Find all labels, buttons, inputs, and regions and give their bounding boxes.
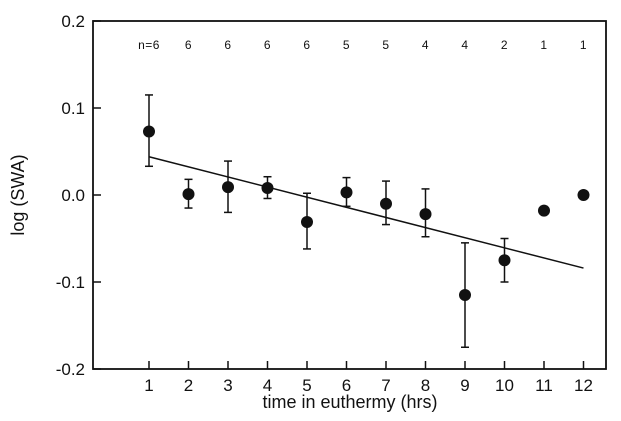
data-point: [419, 208, 432, 221]
data-point: [182, 188, 195, 201]
data-point: [301, 215, 313, 228]
data-point: [538, 204, 550, 217]
data-point: [498, 254, 511, 267]
x-tick-label: 10: [495, 376, 514, 395]
sample-size-label: n=6: [138, 38, 160, 52]
sample-size-label: 1: [540, 38, 547, 52]
x-tick-label: 8: [421, 376, 430, 395]
sample-size-labels: n=6 6 6 6 6 5 5 4 4 2 1 1: [138, 38, 587, 52]
sample-size-label: 6: [224, 38, 231, 52]
y-tick-label: -0.2: [56, 360, 85, 379]
data-point: [261, 182, 274, 195]
x-tick-label: 1: [144, 376, 153, 395]
x-tick-label: 7: [381, 376, 390, 395]
error-bars: [145, 94, 509, 348]
sample-size-label: 4: [422, 38, 429, 52]
x-axis-title: time in euthermy (hrs): [262, 392, 437, 412]
x-tick-label: 2: [184, 376, 193, 395]
data-points: [143, 125, 590, 302]
regression-line-group: [148, 155, 584, 269]
x-tick-label: 5: [302, 376, 311, 395]
x-tick-label: 9: [460, 376, 469, 395]
sample-size-label: 5: [343, 38, 350, 52]
y-axis: 0.2 0.1 0.0 -0.1 -0.2: [56, 12, 101, 379]
x-axis: 1 2 3 4 5 6 7 8 9 10 11 12: [144, 361, 593, 395]
y-tick-label: 0.2: [61, 12, 85, 31]
sample-size-label: 4: [461, 38, 468, 52]
sample-size-label: 6: [264, 38, 271, 52]
y-tick-label: 0.0: [61, 186, 85, 205]
regression-line: [148, 155, 584, 269]
sample-size-label: 6: [185, 38, 192, 52]
x-tick-label: 11: [535, 376, 553, 395]
data-point: [459, 289, 471, 302]
data-point: [143, 125, 155, 138]
data-point: [380, 197, 392, 210]
sample-size-label: 2: [501, 38, 508, 52]
x-tick-label: 4: [263, 376, 272, 395]
sample-size-label: 1: [580, 38, 587, 52]
data-point: [340, 186, 353, 199]
x-tick-label: 6: [342, 376, 351, 395]
sample-size-label: 6: [303, 38, 310, 52]
y-tick-label: -0.1: [56, 273, 85, 292]
data-point: [222, 181, 234, 194]
data-point: [577, 189, 590, 201]
sample-size-label: 5: [382, 38, 389, 52]
x-tick-label: 3: [223, 376, 232, 395]
x-tick-label: 12: [574, 376, 593, 395]
y-tick-label: 0.1: [61, 99, 85, 118]
y-axis-title: log (SWA): [8, 154, 28, 235]
